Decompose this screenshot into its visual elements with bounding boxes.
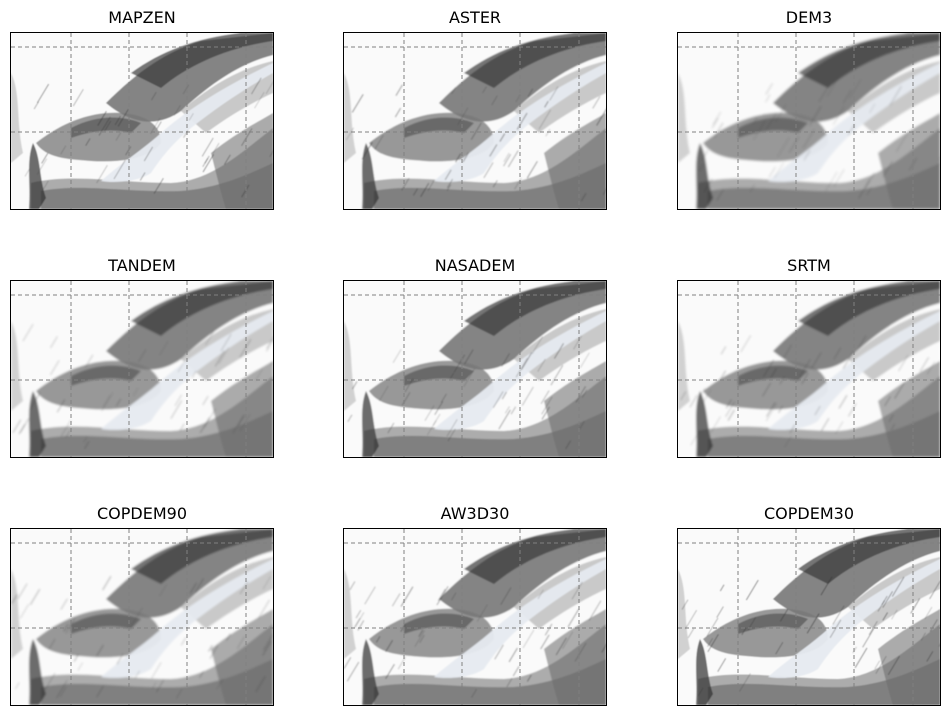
- panel-aster: ASTER: [343, 9, 607, 210]
- terrain-shading: [678, 33, 940, 209]
- map-grid: [11, 33, 273, 209]
- panel-title: MAPZEN: [108, 8, 176, 27]
- hillshade-svg: [678, 529, 940, 705]
- panel-title: COPDEM30: [763, 504, 854, 523]
- hillshade-svg: [344, 529, 606, 705]
- panel-mapzen: MAPZEN: [10, 9, 274, 210]
- terrain-shading: [11, 281, 273, 457]
- panel-title: ASTER: [448, 8, 502, 27]
- terrain-shading: [678, 281, 940, 457]
- terrain-shading: [678, 529, 940, 705]
- hillshade-map: [677, 528, 941, 706]
- hillshade-map: [677, 32, 941, 210]
- hillshade-map: [343, 528, 607, 706]
- terrain-shading: [344, 529, 606, 705]
- hillshade-svg: [678, 33, 940, 209]
- panel-srtm: SRTM: [677, 257, 941, 458]
- terrain-shading: [344, 281, 606, 457]
- panel-title: AW3D30: [440, 504, 510, 523]
- hillshade-map: [343, 32, 607, 210]
- hillshade-svg: [11, 33, 273, 209]
- hillshade-map: [10, 32, 274, 210]
- terrain-shading: [11, 33, 273, 209]
- hillshade-svg: [344, 33, 606, 209]
- map-grid: [344, 281, 606, 457]
- hillshade-svg: [11, 281, 273, 457]
- map-grid: [344, 529, 606, 705]
- panel-title: DEM3: [785, 8, 833, 27]
- panel-copdem90: COPDEM90: [10, 505, 274, 706]
- panel-tandem: TANDEM: [10, 257, 274, 458]
- hillshade-map: [343, 280, 607, 458]
- map-grid: [678, 33, 940, 209]
- map-grid: [678, 529, 940, 705]
- terrain-shading: [344, 33, 606, 209]
- hillshade-svg: [678, 281, 940, 457]
- panel-dem3: DEM3: [677, 9, 941, 210]
- map-grid: [678, 281, 940, 457]
- hillshade-map: [10, 280, 274, 458]
- hillshade-map: [677, 280, 941, 458]
- map-grid: [11, 529, 273, 705]
- panel-title: SRTM: [787, 256, 831, 275]
- panel-title: TANDEM: [108, 256, 176, 275]
- map-grid: [344, 33, 606, 209]
- panel-aw3d30: AW3D30: [343, 505, 607, 706]
- panel-copdem30: COPDEM30: [677, 505, 941, 706]
- map-grid: [11, 281, 273, 457]
- hillshade-map: [10, 528, 274, 706]
- hillshade-svg: [344, 281, 606, 457]
- terrain-shading: [11, 529, 273, 705]
- panel-title: NASADEM: [434, 256, 516, 275]
- panel-nasadem: NASADEM: [343, 257, 607, 458]
- hillshade-svg: [11, 529, 273, 705]
- panel-title: COPDEM90: [96, 504, 187, 523]
